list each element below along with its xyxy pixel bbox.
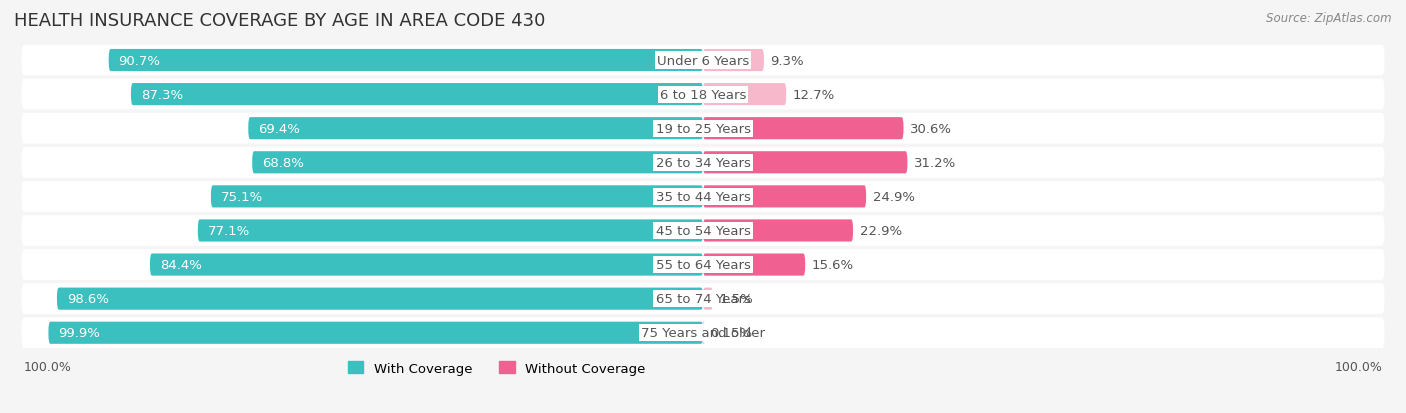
FancyBboxPatch shape xyxy=(703,84,786,106)
FancyBboxPatch shape xyxy=(21,45,1385,76)
Text: 6 to 18 Years: 6 to 18 Years xyxy=(659,88,747,101)
FancyBboxPatch shape xyxy=(703,118,904,140)
Text: HEALTH INSURANCE COVERAGE BY AGE IN AREA CODE 430: HEALTH INSURANCE COVERAGE BY AGE IN AREA… xyxy=(14,12,546,30)
Text: Source: ZipAtlas.com: Source: ZipAtlas.com xyxy=(1267,12,1392,25)
FancyBboxPatch shape xyxy=(21,249,1385,280)
FancyBboxPatch shape xyxy=(21,80,1385,110)
FancyBboxPatch shape xyxy=(21,284,1385,314)
Text: 22.9%: 22.9% xyxy=(859,224,901,237)
Text: 77.1%: 77.1% xyxy=(208,224,250,237)
Text: 75.1%: 75.1% xyxy=(221,190,263,203)
FancyBboxPatch shape xyxy=(108,50,703,72)
Text: 69.4%: 69.4% xyxy=(259,122,299,135)
FancyBboxPatch shape xyxy=(703,152,907,174)
Text: 31.2%: 31.2% xyxy=(914,157,956,169)
Text: 90.7%: 90.7% xyxy=(118,55,160,67)
FancyBboxPatch shape xyxy=(249,118,703,140)
Text: 55 to 64 Years: 55 to 64 Years xyxy=(655,259,751,271)
FancyBboxPatch shape xyxy=(21,114,1385,144)
Text: 24.9%: 24.9% xyxy=(873,190,915,203)
FancyBboxPatch shape xyxy=(56,288,703,310)
FancyBboxPatch shape xyxy=(702,322,704,344)
Text: 100.0%: 100.0% xyxy=(1334,360,1382,373)
Text: 100.0%: 100.0% xyxy=(24,360,72,373)
Text: 87.3%: 87.3% xyxy=(141,88,183,101)
Text: 68.8%: 68.8% xyxy=(262,157,304,169)
Text: 84.4%: 84.4% xyxy=(160,259,201,271)
Text: 98.6%: 98.6% xyxy=(66,292,108,305)
Text: 99.9%: 99.9% xyxy=(58,326,100,339)
Text: 26 to 34 Years: 26 to 34 Years xyxy=(655,157,751,169)
FancyBboxPatch shape xyxy=(131,84,703,106)
FancyBboxPatch shape xyxy=(703,254,806,276)
FancyBboxPatch shape xyxy=(21,147,1385,178)
FancyBboxPatch shape xyxy=(703,50,763,72)
Text: 15.6%: 15.6% xyxy=(811,259,853,271)
Text: 45 to 54 Years: 45 to 54 Years xyxy=(655,224,751,237)
FancyBboxPatch shape xyxy=(21,216,1385,246)
Text: 75 Years and older: 75 Years and older xyxy=(641,326,765,339)
Text: 35 to 44 Years: 35 to 44 Years xyxy=(655,190,751,203)
FancyBboxPatch shape xyxy=(703,186,866,208)
FancyBboxPatch shape xyxy=(703,220,853,242)
FancyBboxPatch shape xyxy=(198,220,703,242)
FancyBboxPatch shape xyxy=(21,318,1385,348)
FancyBboxPatch shape xyxy=(150,254,703,276)
Text: 12.7%: 12.7% xyxy=(793,88,835,101)
FancyBboxPatch shape xyxy=(48,322,703,344)
Text: 30.6%: 30.6% xyxy=(910,122,952,135)
FancyBboxPatch shape xyxy=(21,182,1385,212)
Text: Under 6 Years: Under 6 Years xyxy=(657,55,749,67)
Legend: With Coverage, Without Coverage: With Coverage, Without Coverage xyxy=(342,356,651,380)
Text: 65 to 74 Years: 65 to 74 Years xyxy=(655,292,751,305)
FancyBboxPatch shape xyxy=(703,288,713,310)
Text: 1.5%: 1.5% xyxy=(720,292,754,305)
Text: 19 to 25 Years: 19 to 25 Years xyxy=(655,122,751,135)
Text: 0.15%: 0.15% xyxy=(710,326,752,339)
FancyBboxPatch shape xyxy=(211,186,703,208)
FancyBboxPatch shape xyxy=(252,152,703,174)
Text: 9.3%: 9.3% xyxy=(770,55,804,67)
